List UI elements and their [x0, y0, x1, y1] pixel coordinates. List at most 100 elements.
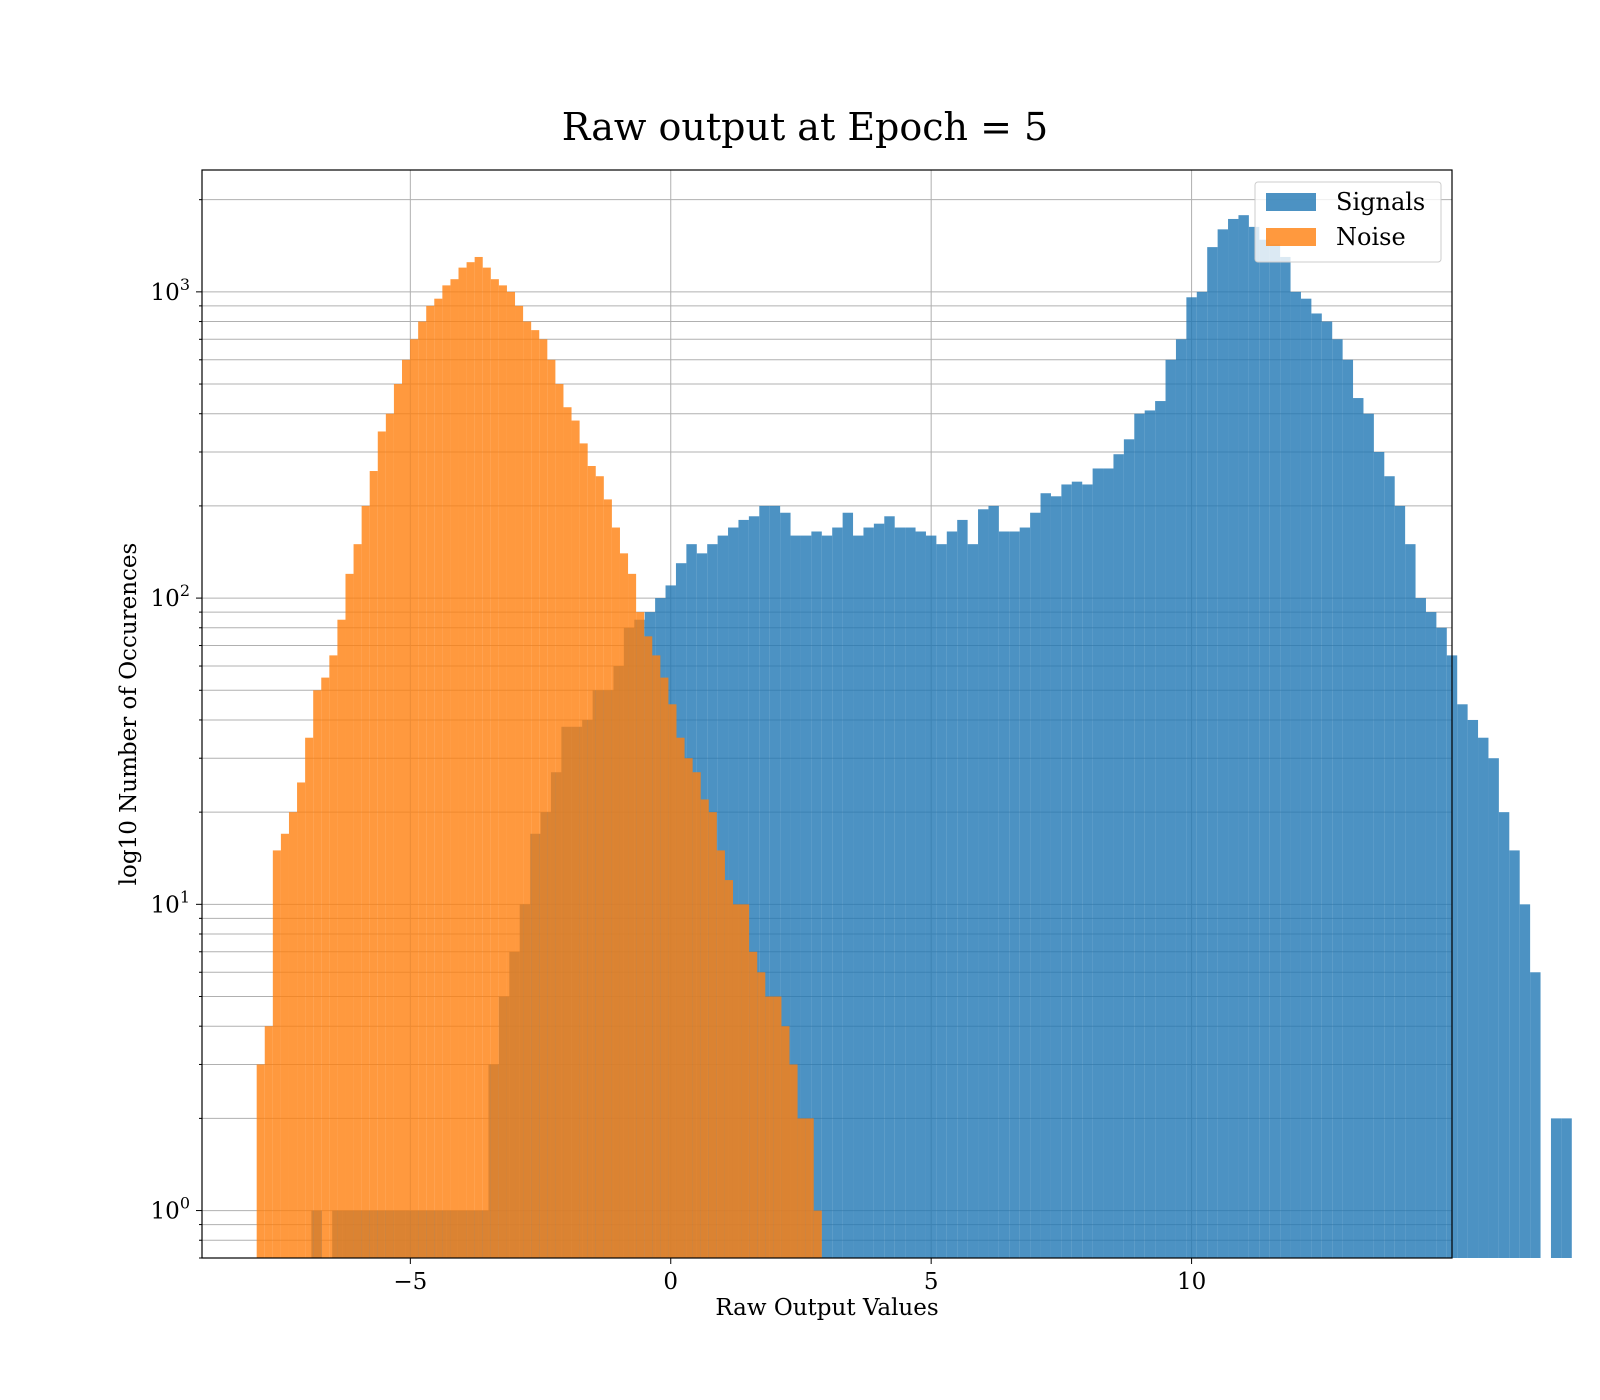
histogram-bar: [790, 535, 801, 1258]
histogram-bars: [256, 215, 1572, 1259]
histogram-bar: [555, 384, 564, 1258]
histogram-bar: [603, 499, 612, 1258]
histogram-bar: [547, 359, 556, 1259]
histogram-bar: [773, 996, 782, 1258]
x-tick-label: 5: [924, 1269, 939, 1295]
histogram-bar: [1530, 972, 1541, 1258]
histogram-bar: [1394, 505, 1406, 1258]
histogram-bar: [842, 512, 854, 1258]
histogram-bar: [628, 573, 637, 1258]
histogram-bar: [728, 527, 739, 1258]
histogram-bar: [780, 512, 791, 1258]
histogram-bar: [692, 772, 701, 1258]
histogram-bar: [1436, 627, 1447, 1258]
histogram-bar: [1019, 527, 1031, 1258]
histogram-bar: [1332, 339, 1343, 1259]
histogram-bar: [905, 527, 916, 1258]
histogram-bar: [1353, 398, 1364, 1258]
histogram-bar: [1269, 244, 1281, 1258]
histogram-bar: [668, 704, 677, 1258]
histogram-bar: [1103, 468, 1114, 1258]
histogram-bar: [321, 677, 330, 1258]
histogram-bar: [957, 519, 968, 1258]
histogram-bar: [1186, 297, 1197, 1258]
y-tick-exponent: 3: [180, 275, 190, 294]
y-tick-label: 101: [151, 887, 190, 918]
histogram-bar: [1238, 215, 1249, 1259]
histogram-bar: [998, 531, 1010, 1258]
histogram-bar: [595, 476, 604, 1258]
histogram-bar: [426, 305, 435, 1258]
histogram-bar: [738, 519, 749, 1258]
y-axis-label: log10 Number of Occurences: [116, 543, 142, 886]
histogram-bar: [797, 1118, 806, 1258]
histogram-bar: [1030, 512, 1041, 1258]
histogram-bar: [644, 636, 653, 1258]
histogram-bar: [531, 330, 540, 1258]
histogram-bar: [1342, 359, 1354, 1259]
histogram-bar: [458, 267, 467, 1258]
histogram-bar: [1311, 313, 1322, 1259]
legend-swatch-signals: [1266, 193, 1316, 211]
histogram-bar: [1425, 612, 1437, 1258]
histogram-bar: [978, 509, 989, 1259]
histogram-bar: [272, 850, 281, 1258]
histogram-bar: [1561, 1118, 1572, 1258]
histogram-bar: [1123, 439, 1135, 1258]
histogram-bar: [1082, 484, 1093, 1258]
histogram-bar: [385, 413, 394, 1258]
histogram-bar: [873, 523, 885, 1258]
y-tick-label: 102: [151, 581, 190, 612]
histogram-bar: [1300, 298, 1312, 1258]
histogram-bar: [410, 339, 419, 1259]
histogram-bar: [515, 305, 524, 1258]
histogram-bar: [1165, 359, 1176, 1259]
histogram-bar: [1384, 476, 1395, 1258]
histogram-bar: [805, 1118, 814, 1258]
histogram-bar: [800, 535, 812, 1258]
histogram-bar: [1217, 229, 1229, 1258]
histogram-bar: [967, 544, 979, 1258]
histogram-bar: [716, 850, 725, 1258]
histogram-bar: [884, 516, 895, 1258]
histogram-bar: [313, 690, 322, 1258]
histogram-bar: [1155, 401, 1166, 1259]
histogram-bar: [1290, 291, 1301, 1258]
histogram-bar: [936, 544, 947, 1258]
histogram-bar: [789, 1064, 798, 1258]
histogram-bar: [863, 527, 874, 1258]
y-tick-exponent: 2: [180, 581, 190, 600]
histogram-bar: [337, 619, 346, 1258]
histogram-bar: [732, 904, 742, 1258]
histogram-bar: [579, 443, 588, 1258]
histogram-bar: [297, 782, 306, 1258]
histogram-bar: [676, 737, 685, 1258]
histogram-bar: [1009, 531, 1020, 1258]
histogram-bar: [1550, 1118, 1562, 1258]
histogram-bar: [1144, 410, 1156, 1258]
histogram-bar: [1519, 904, 1531, 1258]
histogram-bar: [1207, 247, 1218, 1259]
histogram-bar: [523, 321, 532, 1258]
histogram-bar: [466, 262, 475, 1258]
histogram-bar: [563, 407, 572, 1258]
histogram-bar: [539, 339, 548, 1259]
histogram-bar: [450, 279, 459, 1259]
histogram-bar: [369, 471, 378, 1258]
histogram-bar: [345, 573, 354, 1258]
histogram-bar: [329, 655, 338, 1258]
histogram-bar: [832, 527, 843, 1258]
legend-label-signals: Signals: [1336, 188, 1425, 216]
histogram-bar: [1061, 484, 1072, 1258]
x-tick-label: −5: [393, 1269, 427, 1295]
histogram-bar: [1509, 850, 1520, 1258]
histogram-bar: [587, 465, 596, 1258]
y-tick-exponent: 0: [180, 1194, 190, 1213]
histogram-bar: [1373, 451, 1385, 1259]
series-noise: [256, 256, 822, 1259]
histogram-bar: [708, 812, 717, 1258]
histogram-bar: [749, 951, 758, 1258]
histogram-bar: [1228, 218, 1239, 1259]
histogram-bar: [1071, 481, 1083, 1259]
